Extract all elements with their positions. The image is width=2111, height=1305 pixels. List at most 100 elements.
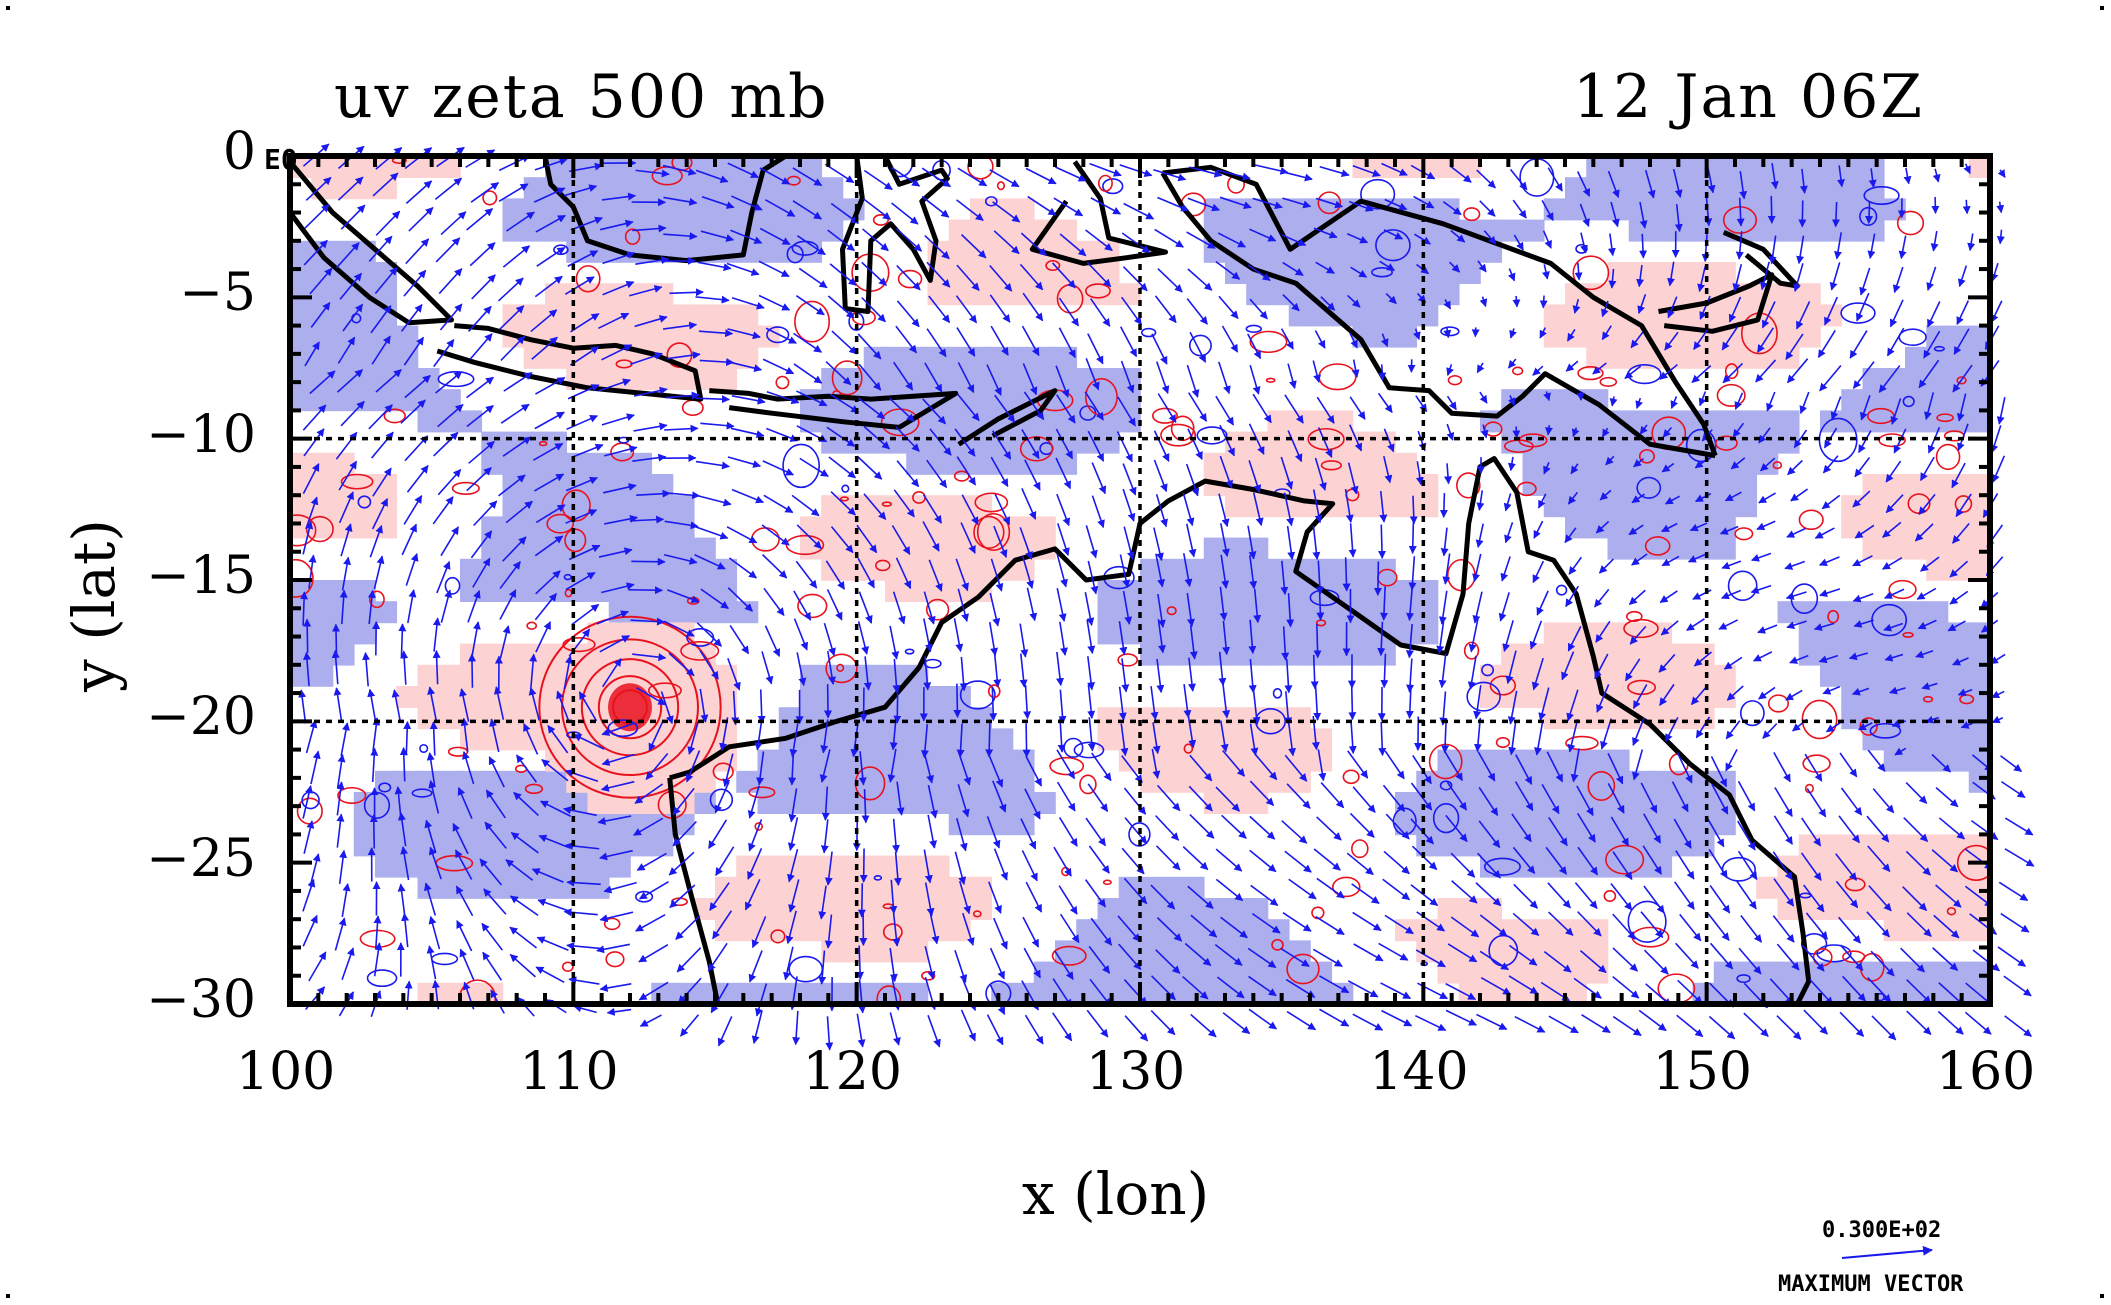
negative-vorticity-cell xyxy=(1798,643,1821,666)
negative-vorticity-cell xyxy=(417,855,440,878)
y-tick-label: −15 xyxy=(146,546,256,606)
negative-vorticity-cell xyxy=(630,834,653,857)
positive-vorticity-cell xyxy=(672,707,695,730)
wind-vector xyxy=(1024,1014,1044,1045)
negative-vorticity-cell xyxy=(1565,770,1588,793)
negative-vorticity-cell xyxy=(481,452,504,475)
negative-vorticity-cell xyxy=(927,707,950,730)
negative-vorticity-cell xyxy=(736,601,759,624)
negative-vorticity-cell xyxy=(1628,219,1651,242)
positive-vorticity-cell xyxy=(800,876,823,899)
negative-vorticity-cell xyxy=(842,728,865,751)
negative-vorticity-cell xyxy=(1331,643,1354,666)
positive-vorticity-cell xyxy=(970,283,993,306)
positive-vorticity-cell xyxy=(481,707,504,730)
reference-vector xyxy=(1841,1245,1933,1259)
negative-vorticity-cell xyxy=(863,749,886,772)
negative-vorticity-cell xyxy=(1140,622,1163,645)
negative-vorticity-cell xyxy=(566,177,589,200)
negative-vorticity-cell xyxy=(1225,940,1248,963)
x-tick-label: 150 xyxy=(1652,1042,1752,1102)
positive-vorticity-cell xyxy=(1926,474,1949,496)
positive-vorticity-cell xyxy=(1331,452,1354,475)
negative-vorticity-cell xyxy=(715,156,738,178)
x-axis-label: x (lon) xyxy=(1022,1160,1210,1228)
wind-vector xyxy=(1998,881,2029,902)
negative-vorticity-cell xyxy=(523,431,546,454)
positive-vorticity-cell xyxy=(1225,728,1248,751)
negative-vorticity-cell xyxy=(1628,834,1651,857)
negative-vorticity-cell xyxy=(1352,219,1375,242)
positive-vorticity-cell xyxy=(842,940,865,963)
negative-vorticity-cell xyxy=(948,813,971,836)
positive-vorticity-cell xyxy=(630,325,653,348)
negative-vorticity-cell xyxy=(1331,240,1354,263)
negative-vorticity-cell xyxy=(1097,601,1120,624)
wind-vector xyxy=(1991,715,2004,724)
positive-vorticity-cell xyxy=(608,325,631,348)
wind-vector xyxy=(1248,1008,1278,1030)
positive-vorticity-cell xyxy=(1947,834,1970,857)
negative-vorticity-cell xyxy=(1735,177,1758,200)
positive-vorticity-cell xyxy=(927,283,950,306)
positive-vorticity-cell xyxy=(906,855,929,878)
negative-vorticity-cell xyxy=(417,410,440,433)
negative-vorticity-cell xyxy=(672,177,695,200)
negative-vorticity-cell xyxy=(1820,219,1843,242)
wind-vector xyxy=(1445,1009,1477,1026)
negative-vorticity-cell xyxy=(948,728,971,751)
negative-vorticity-cell xyxy=(970,770,993,793)
negative-vorticity-cell xyxy=(396,792,419,814)
positive-vorticity-cell xyxy=(1565,664,1588,687)
negative-vorticity-cell xyxy=(502,580,525,602)
positive-vorticity-cell xyxy=(885,537,908,560)
negative-vorticity-cell xyxy=(1416,601,1439,624)
positive-vorticity-cell xyxy=(1225,749,1248,772)
positive-vorticity-cell xyxy=(1501,919,1524,942)
negative-vorticity-cell xyxy=(587,537,610,560)
negative-vorticity-cell xyxy=(1140,601,1163,624)
negative-vorticity-cell xyxy=(1118,580,1141,602)
negative-vorticity-cell xyxy=(863,346,886,369)
negative-vorticity-cell xyxy=(290,325,313,348)
wind-vector xyxy=(468,653,477,688)
negative-vorticity-cell xyxy=(1012,368,1035,390)
negative-vorticity-cell xyxy=(863,728,886,751)
negative-vorticity-cell xyxy=(1522,452,1545,475)
negative-vorticity-cell xyxy=(1373,304,1396,327)
negative-vorticity-cell xyxy=(608,495,631,518)
positive-vorticity-cell xyxy=(375,495,398,518)
negative-vorticity-cell xyxy=(1628,537,1651,560)
positive-vorticity-cell xyxy=(1373,452,1396,475)
corner-mark-bl xyxy=(6,1294,10,1298)
negative-vorticity-cell xyxy=(1161,643,1184,666)
wind-vector xyxy=(1612,1015,1642,1037)
wind-vector xyxy=(1086,1009,1109,1038)
negative-vorticity-cell xyxy=(1097,368,1120,390)
negative-vorticity-cell xyxy=(502,876,525,899)
negative-vorticity-cell xyxy=(1968,643,1990,666)
positive-vorticity-cell xyxy=(1097,707,1120,730)
positive-vorticity-cell xyxy=(1798,876,1821,899)
negative-vorticity-cell xyxy=(1395,580,1418,602)
positive-vorticity-cell xyxy=(438,664,461,687)
negative-vorticity-cell xyxy=(1607,198,1630,221)
corner-mark-tr xyxy=(2100,6,2104,10)
negative-vorticity-cell xyxy=(1650,452,1673,475)
positive-vorticity-cell xyxy=(906,580,929,602)
negative-vorticity-cell xyxy=(481,580,504,602)
negative-vorticity-cell xyxy=(821,177,844,200)
negative-vorticity-cell xyxy=(1586,177,1609,200)
positive-vorticity-cell xyxy=(630,283,653,306)
positive-vorticity-cell xyxy=(1926,834,1949,857)
positive-vorticity-cell xyxy=(1161,749,1184,772)
positive-vorticity-cell xyxy=(885,940,908,963)
negative-vorticity-cell xyxy=(1692,198,1715,221)
positive-vorticity-cell xyxy=(1203,749,1226,772)
x-tick-label: 110 xyxy=(519,1042,619,1102)
negative-vorticity-cell xyxy=(1310,622,1333,645)
negative-vorticity-cell xyxy=(523,516,546,539)
negative-vorticity-cell xyxy=(1565,474,1588,496)
negative-vorticity-cell xyxy=(1140,876,1163,899)
negative-vorticity-cell xyxy=(693,982,716,1004)
